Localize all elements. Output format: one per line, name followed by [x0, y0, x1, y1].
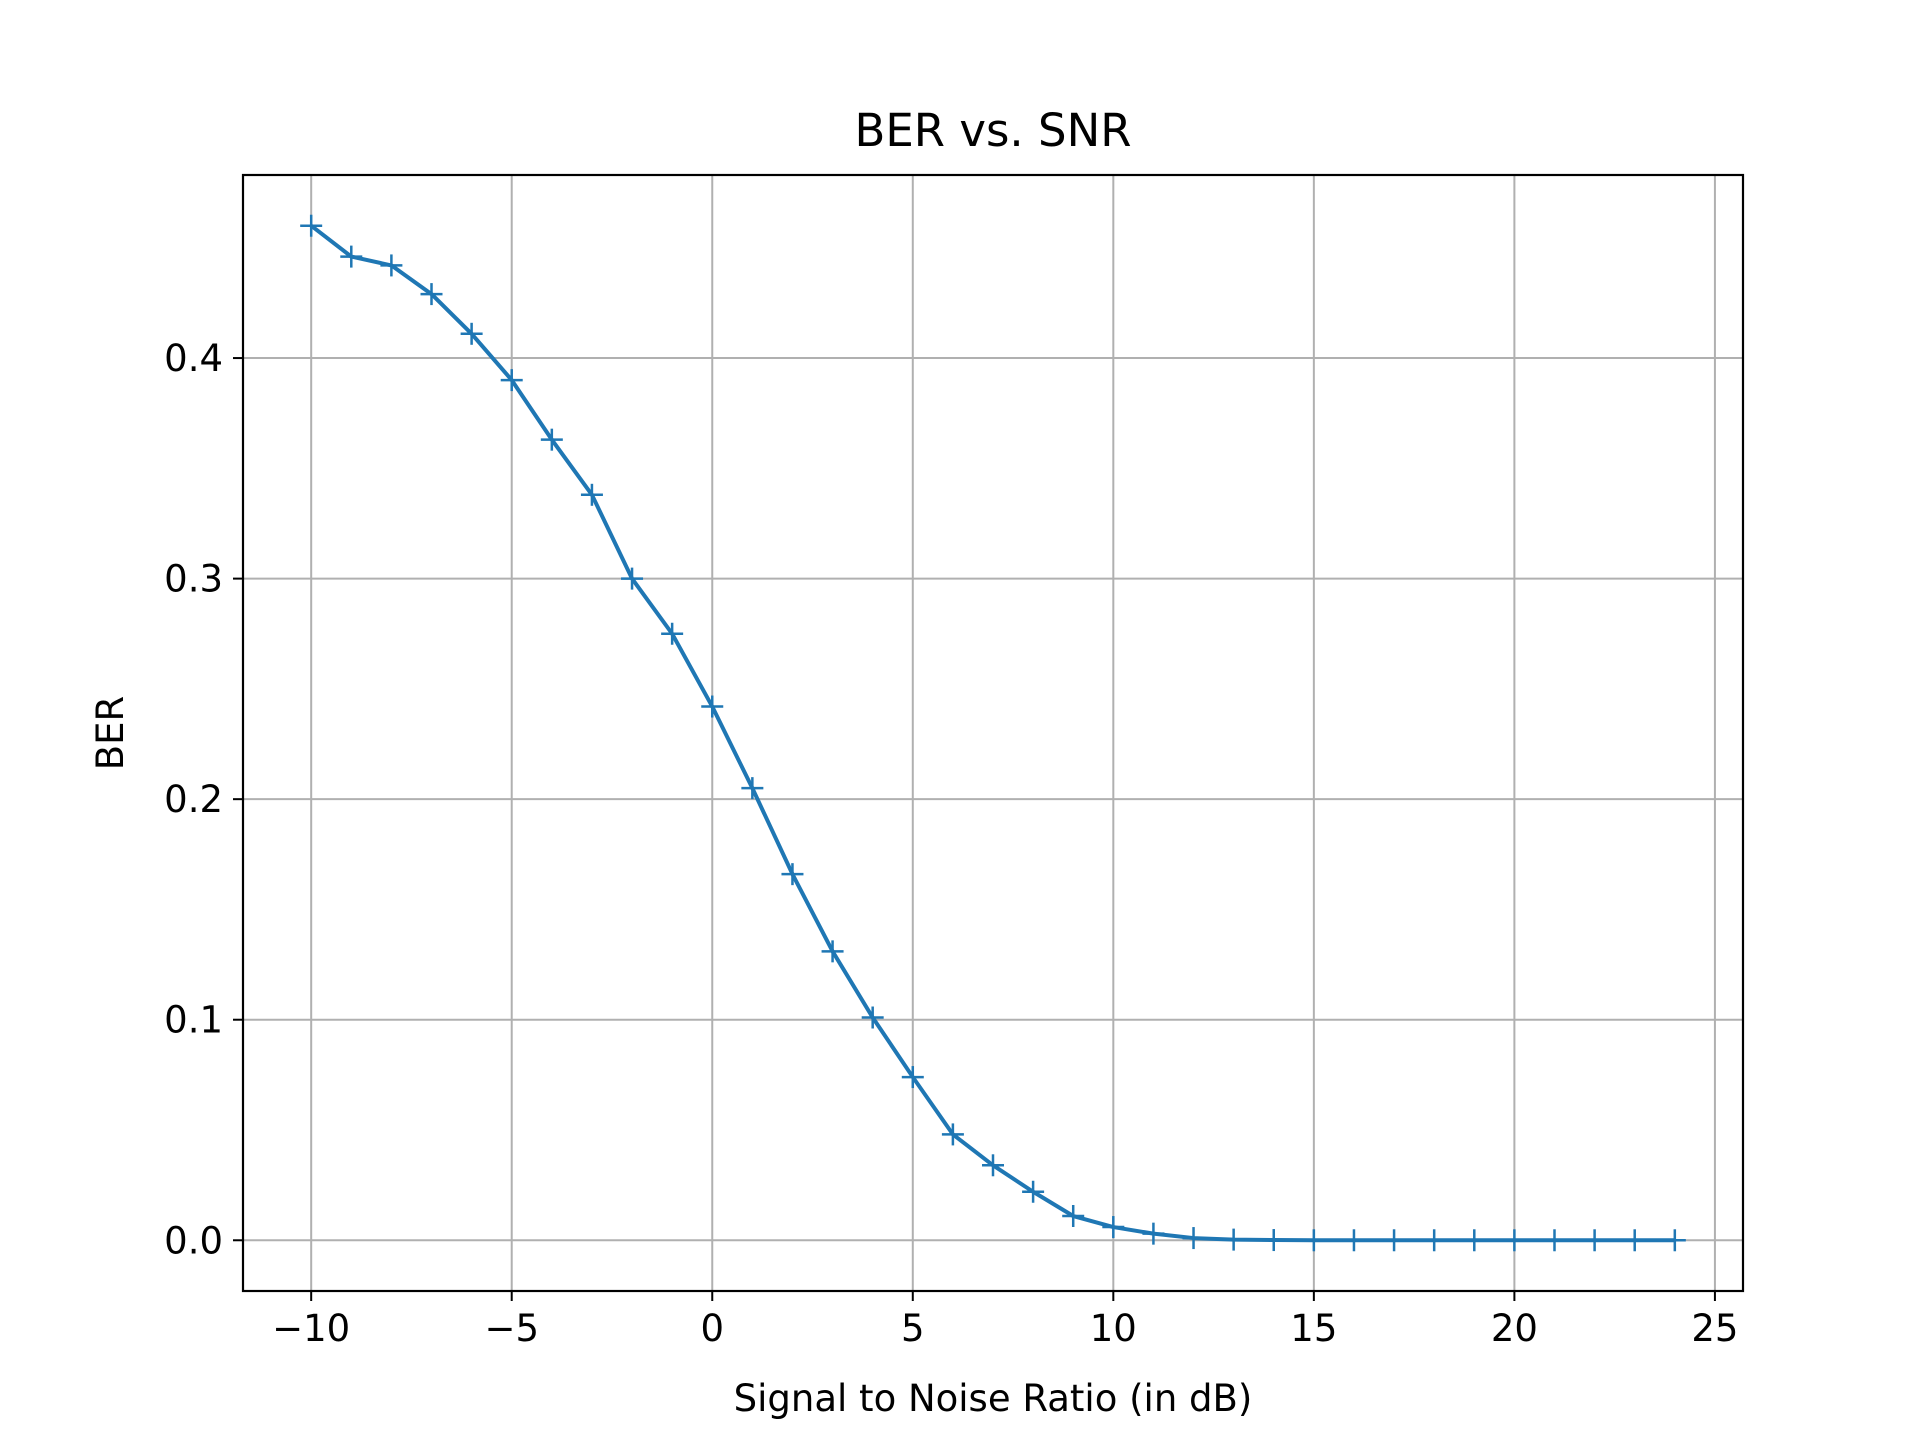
x-tick-label: 0 [700, 1307, 724, 1350]
data-point-marker [1463, 1229, 1486, 1252]
x-tick-label: −10 [272, 1307, 350, 1350]
data-point-marker [540, 428, 563, 451]
data-point-marker [982, 1154, 1004, 1177]
chart-title: BER vs. SNR [854, 104, 1131, 157]
data-point-marker [1182, 1227, 1205, 1250]
data-point-marker [741, 777, 764, 800]
y-tick-label: 0.2 [164, 778, 223, 821]
data-point-marker [781, 863, 804, 886]
data-point-marker [1663, 1229, 1686, 1252]
x-tick-label: 10 [1090, 1307, 1137, 1350]
y-tick-label: 0.4 [164, 337, 223, 380]
data-point-marker [1022, 1180, 1045, 1203]
data-point-marker [1302, 1229, 1325, 1252]
y-tick-label: 0.3 [164, 558, 223, 601]
y-tick-label: 0.0 [164, 1219, 223, 1262]
data-point-marker [580, 483, 603, 506]
x-tick-label: 15 [1290, 1307, 1337, 1350]
data-point-marker [861, 1006, 884, 1029]
data-point-marker [661, 622, 684, 645]
data-point-marker [1423, 1229, 1446, 1252]
data-point-marker [460, 322, 483, 345]
x-axis-ticks: −10 −5 0 5 10 15 20 25 [272, 1291, 1738, 1350]
data-point-marker [340, 245, 363, 268]
data-point-marker [1583, 1229, 1606, 1252]
data-point-marker [941, 1123, 964, 1146]
x-axis-label: Signal to Noise Ratio (in dB) [734, 1377, 1253, 1420]
data-point-marker [500, 369, 523, 392]
data-point-marker [1543, 1229, 1566, 1252]
data-point-marker [1383, 1229, 1406, 1252]
data-point-marker [1503, 1229, 1526, 1252]
data-point-marker [1062, 1205, 1085, 1228]
data-point-marker [380, 254, 403, 277]
x-tick-label: 20 [1491, 1307, 1538, 1350]
x-tick-label: 25 [1691, 1307, 1738, 1350]
data-point-marker [701, 695, 724, 718]
x-tick-label: 5 [901, 1307, 925, 1350]
data-point-marker [1262, 1229, 1285, 1252]
data-point-marker [821, 940, 844, 963]
data-point-marker [621, 567, 644, 590]
grid-lines [243, 175, 1743, 1291]
data-point-marker [1623, 1229, 1646, 1252]
data-point-marker [901, 1066, 924, 1089]
y-tick-label: 0.1 [164, 999, 223, 1042]
data-point-marker [1342, 1229, 1365, 1252]
data-point-marker [420, 283, 443, 306]
y-axis-label: BER [89, 696, 132, 770]
data-point-marker [1142, 1222, 1165, 1245]
plot-area-frame [241, 173, 1745, 1293]
plot-series [300, 214, 1686, 1252]
y-axis-ticks: 0.0 0.1 0.2 0.3 0.4 [164, 337, 243, 1262]
data-point-marker [1102, 1216, 1125, 1239]
x-tick-label: −5 [484, 1307, 539, 1350]
data-point-marker [300, 214, 323, 237]
data-point-marker [1222, 1228, 1245, 1251]
